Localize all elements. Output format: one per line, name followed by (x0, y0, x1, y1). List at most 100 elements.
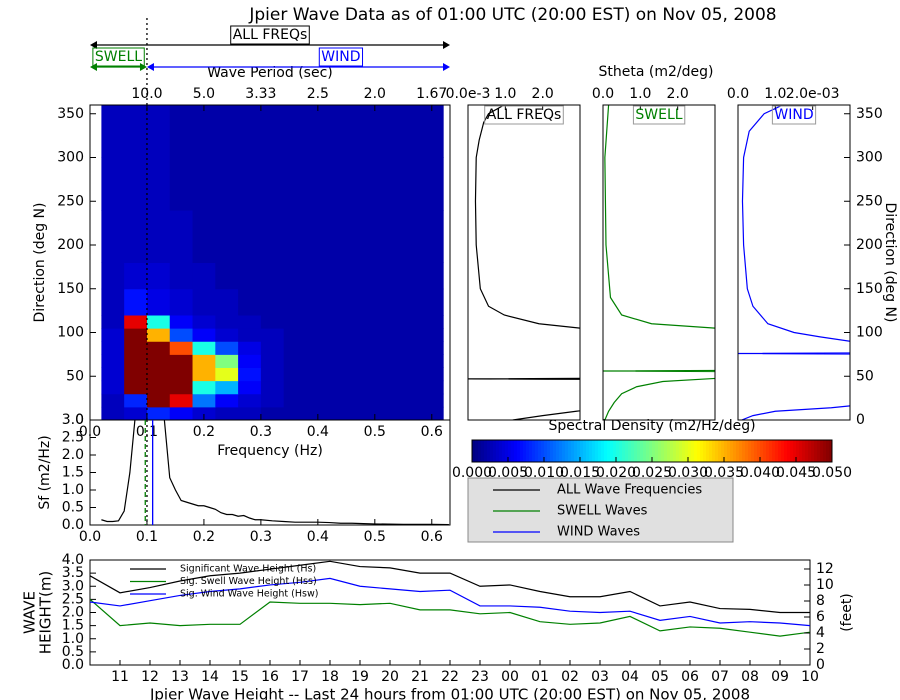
x-tick-label: 0.050 (812, 465, 852, 481)
heatmap-cell (306, 380, 330, 395)
heatmap-cell (215, 315, 239, 329)
heatmap-cell (329, 157, 353, 211)
heatmap-cell (101, 393, 125, 408)
heatmap-cell (215, 380, 239, 395)
y-tick-label: 350 (856, 106, 883, 122)
heatmap-cell (169, 315, 194, 329)
heatmap-cell (124, 380, 148, 395)
colorbar-swatch (775, 440, 779, 462)
y-tick-label: 2.0 (62, 447, 84, 463)
legend-box (467, 477, 734, 543)
heatmap-cell (101, 315, 125, 329)
x-tick-label: 0.030 (668, 465, 708, 481)
heatmap-cell (374, 157, 399, 211)
heatmap-cell (146, 393, 171, 408)
colorbar-swatch (676, 440, 680, 462)
y-tick-label: 150 (856, 281, 883, 297)
colorbar-swatch (682, 440, 686, 462)
heatmap-cell (352, 210, 376, 263)
heatmap-cell (238, 393, 262, 408)
heatmap-cell (397, 393, 421, 408)
y-axis-label: Sf (m2/Hz) (37, 435, 53, 509)
heatmap-cell (260, 262, 285, 290)
x-tick-label: 2.0 (667, 86, 689, 102)
y-tick-label: 8 (816, 593, 825, 609)
heatmap-cell (169, 341, 194, 355)
heatmap-cell (192, 328, 216, 342)
colorbar-swatch (472, 440, 476, 462)
colorbar-swatch (484, 440, 488, 462)
y-axis-label: HEIGHT(m) (37, 571, 55, 655)
colorbar-swatch (523, 440, 527, 462)
heatmap-cell (215, 406, 239, 421)
heatmap-cell (124, 105, 148, 158)
colorbar-swatch (757, 440, 761, 462)
colorbar-swatch (721, 440, 725, 462)
heatmap-cell (260, 354, 285, 368)
heatmap-cell (420, 406, 444, 421)
heatmap-cell (306, 328, 330, 342)
heatmap-cell (420, 157, 444, 211)
heatmap-cell (238, 380, 262, 395)
heatmap-cell (238, 157, 262, 211)
y-axis-label: Direction (deg N) (32, 203, 48, 323)
colorbar-swatch (622, 440, 626, 462)
profile-line (603, 105, 715, 420)
colorbar-swatch (790, 440, 794, 462)
colorbar-swatch (565, 440, 569, 462)
heatmap-cell (420, 288, 444, 316)
x-tick-label: 0.000 (452, 465, 492, 481)
heatmap-cell (260, 393, 285, 408)
heatmap-cell (215, 262, 239, 290)
y-tick-label: 300 (57, 150, 84, 166)
colorbar-swatch (553, 440, 557, 462)
heatmap-cell (146, 328, 171, 342)
heatmap-cell (146, 262, 171, 290)
x-tick-label: 20 (381, 669, 399, 685)
x-tick-label: 1.0 (764, 86, 786, 102)
heatmap-cell (352, 315, 376, 329)
heatmap-cell (146, 406, 171, 421)
heatmap-cell (169, 380, 194, 395)
colorbar-swatch (505, 440, 509, 462)
heatmap-cell (169, 262, 194, 290)
colorbar-swatch (730, 440, 734, 462)
x-tick-label: 0.6 (421, 424, 443, 440)
heatmap-cell (169, 157, 194, 211)
colorbar-swatch (583, 440, 587, 462)
y-tick-label: 0 (816, 657, 825, 673)
heatmap-cell (397, 406, 421, 421)
colorbar-swatch (709, 440, 713, 462)
colorbar-swatch (817, 440, 821, 462)
heatmap-cell (420, 380, 444, 395)
heatmap-cell (260, 380, 285, 395)
heatmap-cell (352, 341, 376, 355)
colorbar-swatch (511, 440, 515, 462)
x-axis-label: Frequency (Hz) (217, 443, 323, 459)
x-tick-label: 23 (471, 669, 489, 685)
x-tick-label: 0.3 (250, 424, 272, 440)
colorbar-swatch (754, 440, 758, 462)
heatmap-cell (215, 288, 239, 316)
y-tick-label: 1.0 (62, 631, 84, 647)
heatmap-cell (192, 315, 216, 329)
y-tick-label: 50 (856, 368, 874, 384)
heatmap-cell (101, 105, 125, 158)
heatmap-cell (329, 210, 353, 263)
heatmap-cell (283, 380, 307, 395)
heatmap-cell (260, 105, 285, 158)
heatmap-cell (101, 354, 125, 368)
profile-line (738, 105, 850, 420)
colorbar-swatch (745, 440, 749, 462)
y-tick-label: 250 (57, 193, 84, 209)
colorbar-swatch (643, 440, 647, 462)
colorbar-swatch (514, 440, 518, 462)
heatmap-cell (397, 105, 421, 158)
colorbar-swatch (784, 440, 788, 462)
colorbar-swatch (763, 440, 767, 462)
heatmap-cell (329, 367, 353, 382)
colorbar-swatch (772, 440, 776, 462)
y-tick-label: 3.5 (62, 565, 84, 581)
y-tick-label: 200 (856, 237, 883, 253)
x-tick-label: 00 (501, 669, 519, 685)
